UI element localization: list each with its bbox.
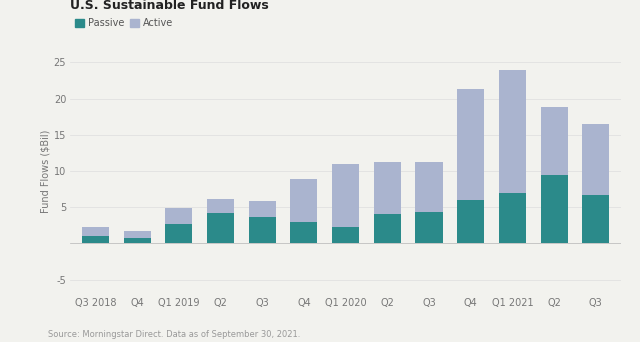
Bar — [415, 162, 442, 212]
Bar — [291, 179, 317, 222]
Text: U.S. Sustainable Fund Flows: U.S. Sustainable Fund Flows — [70, 0, 269, 12]
Bar — [582, 195, 609, 244]
Y-axis label: Fund Flows ($Bil): Fund Flows ($Bil) — [41, 129, 51, 213]
Bar — [124, 238, 150, 244]
Bar — [374, 214, 401, 244]
Bar — [82, 236, 109, 244]
Bar — [499, 193, 526, 244]
Legend: Passive, Active: Passive, Active — [76, 18, 173, 28]
Bar — [541, 175, 568, 244]
Bar — [374, 162, 401, 214]
Bar — [249, 216, 276, 244]
Bar — [207, 199, 234, 213]
Bar — [207, 213, 234, 244]
Bar — [165, 224, 193, 244]
Bar — [457, 89, 484, 200]
Bar — [124, 231, 150, 238]
Bar — [332, 227, 359, 244]
Bar — [457, 200, 484, 244]
Bar — [415, 212, 442, 244]
Bar — [249, 201, 276, 216]
Bar — [332, 164, 359, 227]
Bar — [499, 70, 526, 193]
Bar — [165, 208, 193, 224]
Bar — [82, 227, 109, 236]
Text: Source: Morningstar Direct. Data as of September 30, 2021.: Source: Morningstar Direct. Data as of S… — [48, 330, 300, 339]
Bar — [291, 222, 317, 244]
Bar — [582, 124, 609, 195]
Bar — [541, 107, 568, 175]
